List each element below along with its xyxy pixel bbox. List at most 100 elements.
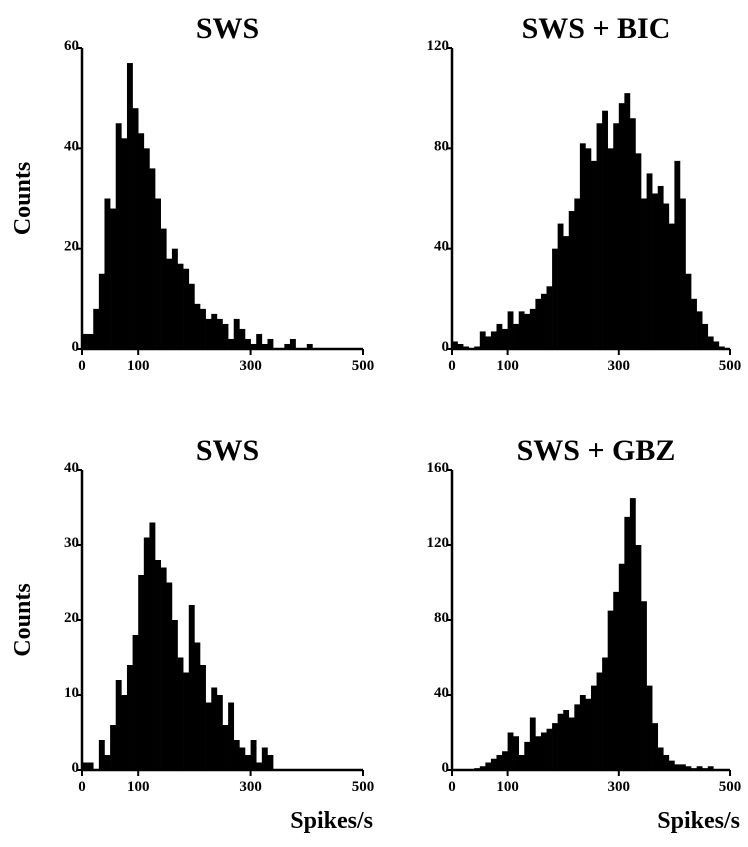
bar bbox=[98, 273, 105, 349]
y-tick-label: 0 bbox=[72, 339, 80, 355]
bar bbox=[205, 318, 212, 349]
y-tick-label: 80 bbox=[434, 138, 449, 154]
bar bbox=[568, 211, 575, 349]
chart-title: SWS + BIC bbox=[522, 12, 671, 45]
bar bbox=[138, 575, 145, 770]
bar bbox=[104, 198, 111, 349]
bar bbox=[149, 522, 156, 770]
bar bbox=[457, 343, 464, 349]
bar bbox=[233, 318, 240, 349]
bar bbox=[82, 762, 88, 770]
x-tick-label: 100 bbox=[496, 358, 519, 374]
x-axis-label: Spikes/s bbox=[290, 808, 373, 834]
bar bbox=[568, 717, 575, 770]
bar bbox=[452, 341, 458, 349]
bar bbox=[188, 605, 195, 770]
bar bbox=[177, 657, 184, 770]
bar bbox=[707, 766, 714, 770]
bar bbox=[121, 138, 128, 349]
bar bbox=[668, 760, 675, 770]
bar bbox=[585, 148, 592, 349]
bar bbox=[685, 273, 692, 349]
bar bbox=[222, 725, 229, 770]
x-tick-label: 500 bbox=[719, 358, 742, 374]
bar bbox=[702, 323, 709, 349]
bar bbox=[93, 308, 100, 349]
bar bbox=[707, 336, 714, 349]
bar bbox=[518, 311, 525, 349]
bar bbox=[713, 341, 720, 349]
bar bbox=[607, 610, 614, 770]
y-tick-label: 30 bbox=[64, 535, 79, 551]
bar bbox=[652, 193, 659, 349]
bar bbox=[557, 713, 564, 770]
x-tick-label: 100 bbox=[496, 779, 519, 795]
bar bbox=[546, 728, 553, 770]
bar bbox=[267, 338, 274, 349]
y-tick-label: 40 bbox=[434, 685, 449, 701]
x-tick-label: 500 bbox=[352, 358, 375, 374]
bar bbox=[228, 702, 235, 770]
y-tick-label: 80 bbox=[434, 610, 449, 626]
bar bbox=[502, 328, 508, 349]
bar bbox=[663, 755, 670, 770]
bar bbox=[177, 263, 184, 349]
bar bbox=[496, 323, 503, 349]
bar bbox=[641, 198, 647, 349]
bar bbox=[110, 208, 117, 349]
bar bbox=[596, 672, 603, 770]
bar bbox=[132, 108, 139, 349]
bar bbox=[496, 755, 503, 770]
bar bbox=[602, 657, 608, 770]
bar bbox=[563, 710, 570, 770]
x-tick-label: 0 bbox=[448, 779, 456, 795]
bar bbox=[635, 153, 642, 349]
bar bbox=[244, 338, 251, 349]
bar bbox=[171, 620, 178, 770]
bar bbox=[579, 143, 586, 349]
bar bbox=[216, 695, 223, 770]
bar bbox=[685, 766, 692, 770]
bar bbox=[244, 755, 251, 770]
y-tick-label: 120 bbox=[427, 38, 450, 54]
x-tick-label: 100 bbox=[127, 358, 150, 374]
x-tick-label: 500 bbox=[719, 779, 742, 795]
bar bbox=[256, 762, 263, 770]
bar bbox=[200, 665, 206, 770]
bar bbox=[149, 168, 156, 349]
bar bbox=[518, 755, 525, 770]
bar bbox=[629, 118, 636, 349]
bar bbox=[143, 148, 150, 349]
bar bbox=[115, 123, 122, 349]
bar bbox=[284, 343, 291, 349]
bar bbox=[126, 665, 133, 770]
chart-title: SWS + GBZ bbox=[517, 434, 676, 467]
y-tick-label: 60 bbox=[64, 38, 79, 54]
bar bbox=[166, 258, 173, 349]
bar bbox=[657, 747, 664, 770]
bar bbox=[160, 228, 167, 349]
bar bbox=[211, 687, 218, 770]
bar bbox=[261, 343, 268, 349]
bar bbox=[256, 333, 263, 349]
bar bbox=[540, 293, 547, 349]
bar bbox=[641, 601, 647, 770]
bar bbox=[552, 723, 558, 770]
bar bbox=[557, 223, 564, 349]
bar bbox=[228, 338, 235, 349]
y-tick-label: 40 bbox=[64, 138, 79, 154]
bar bbox=[691, 298, 697, 349]
x-tick-label: 0 bbox=[78, 779, 86, 795]
bar bbox=[239, 328, 246, 349]
y-tick-label: 160 bbox=[427, 460, 450, 476]
bar bbox=[155, 198, 161, 349]
bar bbox=[463, 346, 469, 349]
bar bbox=[552, 248, 558, 349]
bar bbox=[474, 346, 481, 349]
y-tick-label: 10 bbox=[64, 685, 79, 701]
bar bbox=[98, 740, 105, 770]
bar bbox=[194, 642, 201, 770]
bar bbox=[591, 160, 597, 349]
